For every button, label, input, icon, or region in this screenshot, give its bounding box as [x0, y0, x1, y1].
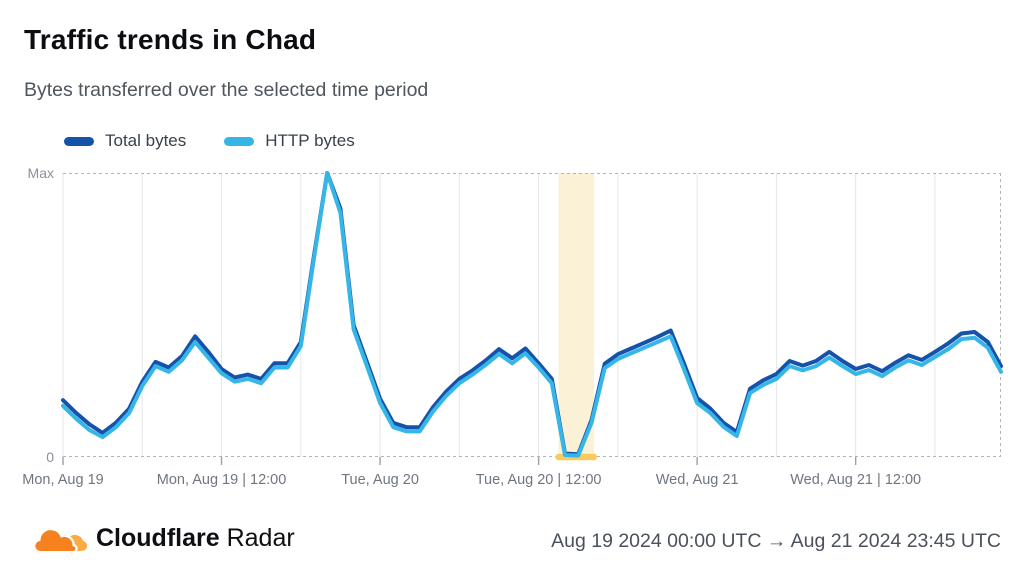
legend-label-total-bytes: Total bytes: [105, 131, 187, 150]
brand-radar: Radar: [226, 523, 295, 552]
cloudflare-logo-icon: [32, 527, 88, 554]
y-axis-zero-label: 0: [46, 449, 54, 465]
legend-item-http-bytes[interactable]: HTTP bytes: [224, 131, 355, 151]
page-title: Traffic trends in Chad: [24, 24, 317, 55]
page-subtitle: Bytes transferred over the selected time…: [24, 79, 429, 101]
brand-wordmark: Cloudflare Radar: [96, 524, 295, 553]
brand-cloudflare: Cloudflare: [96, 523, 220, 552]
total-bytes-swatch-icon: [64, 136, 94, 146]
x-tick-label: Wed, Aug 21: [655, 472, 739, 488]
series-line-total-bytes: [61, 171, 1003, 457]
chart-legend: Total bytes HTTP bytes: [64, 131, 355, 151]
cloudflare-radar-brand: Cloudflare Radar: [30, 517, 295, 559]
y-axis-max-label: Max: [27, 165, 54, 181]
anomaly-highlight-band: [558, 173, 595, 457]
series-line-http-bytes: [61, 171, 1003, 458]
x-tick-label: Mon, Aug 19: [22, 472, 104, 488]
traffic-line-chart[interactable]: Max 0 Mon, Aug 19 Mon, Aug 19 | 12:00 Tue,…: [22, 165, 1003, 488]
legend-label-http-bytes: HTTP bytes: [265, 131, 355, 150]
date-range-label: Aug 19 2024 00:00 UTC → Aug 21 2024 23:4…: [551, 530, 1001, 552]
chart-plot-area[interactable]: [61, 171, 1003, 465]
x-tick-label: Tue, Aug 20 | 12:00: [475, 472, 602, 488]
x-tick-label: Mon, Aug 19 | 12:00: [156, 472, 287, 488]
x-tick-label: Wed, Aug 21 | 12:00: [790, 472, 922, 488]
footer: Cloudflare Radar Aug 19 2024 00:00 UTC →…: [0, 517, 1024, 565]
legend-item-total-bytes[interactable]: Total bytes: [64, 131, 186, 151]
x-tick-label: Tue, Aug 20: [341, 472, 419, 488]
http-bytes-swatch-icon: [224, 136, 255, 146]
